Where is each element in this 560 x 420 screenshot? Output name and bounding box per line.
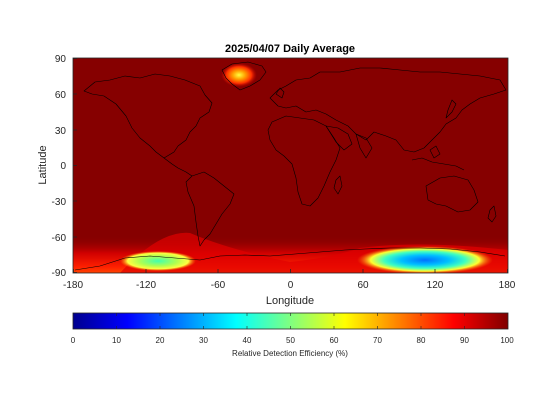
y-tick-label: 60 xyxy=(55,90,67,101)
y-tick-label: -30 xyxy=(52,197,67,208)
east-antarctic-anomaly xyxy=(357,246,493,273)
colorbar: 0 10 20 30 40 50 60 70 80 90 100 Relativ… xyxy=(71,312,514,358)
x-tick-label: 120 xyxy=(427,280,444,291)
map-title: 2025/04/07 Daily Average xyxy=(225,43,355,55)
colorbar-tick-labels: 0 10 20 30 40 50 60 70 80 90 100 xyxy=(71,336,514,345)
x-axis-label: Longitude xyxy=(266,295,314,307)
coastlines xyxy=(74,61,507,271)
y-tick-label: -60 xyxy=(52,233,67,244)
colorbar-tick-label: 80 xyxy=(417,336,426,345)
y-tick-label: 0 xyxy=(60,161,66,172)
x-tick-label: 60 xyxy=(357,280,369,291)
west-antarctic-anomaly xyxy=(120,251,196,271)
colorbar-tick-label: 90 xyxy=(460,336,469,345)
colorbar-tick-label: 40 xyxy=(243,336,252,345)
y-tick-label: 30 xyxy=(55,126,67,137)
x-tick-label: -120 xyxy=(136,280,156,291)
colorbar-tick-label: 30 xyxy=(199,336,208,345)
y-tick-label: -90 xyxy=(52,268,67,279)
x-tick-label: 0 xyxy=(288,280,294,291)
colorbar-tick-label: 0 xyxy=(71,336,76,345)
colorbar-tick-label: 70 xyxy=(373,336,382,345)
colorbar-tick-label: 60 xyxy=(330,336,339,345)
colorbar-tick-label: 20 xyxy=(156,336,165,345)
colorbar-tick-marks xyxy=(116,313,465,329)
map-field xyxy=(73,58,508,273)
colorbar-label: Relative Detection Efficiency (%) xyxy=(232,349,348,358)
x-tick-labels: -180 -120 -60 0 60 120 180 xyxy=(63,280,516,291)
colorbar-tick-label: 10 xyxy=(112,336,121,345)
x-tick-label: 180 xyxy=(499,280,516,291)
colorbar-tick-label: 100 xyxy=(500,336,514,345)
y-tick-labels: 90 60 30 0 -30 -60 -90 xyxy=(52,54,67,279)
greenland-anomaly xyxy=(221,63,257,87)
y-axis-label: Latitude xyxy=(37,145,49,184)
x-tick-label: -60 xyxy=(211,280,226,291)
colorbar-tick-label: 50 xyxy=(286,336,295,345)
x-tick-label: -180 xyxy=(63,280,83,291)
y-tick-marks xyxy=(73,58,77,273)
y-tick-label: 90 xyxy=(55,54,67,65)
